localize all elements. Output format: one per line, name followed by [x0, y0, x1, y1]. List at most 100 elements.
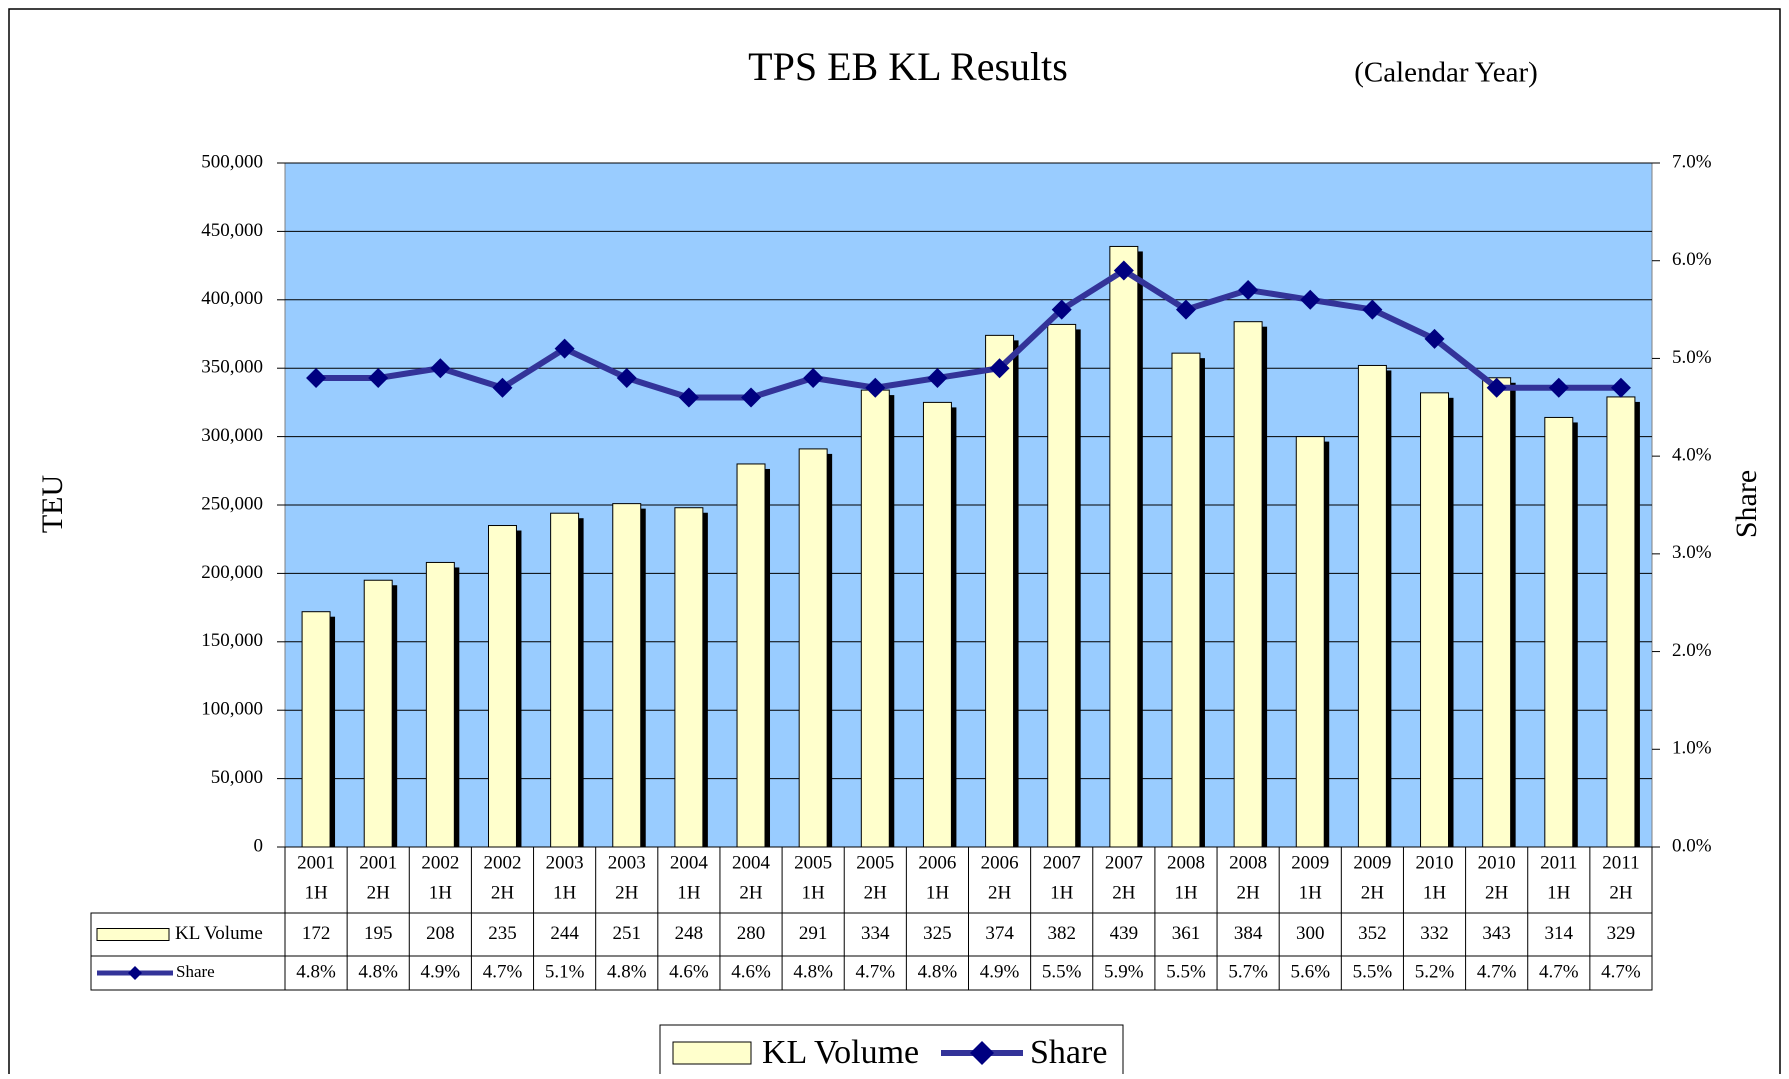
y-tick-label: 0	[254, 835, 264, 856]
table-value: 4.6%	[669, 961, 709, 982]
table-value: 195	[364, 923, 393, 944]
x-tick-label: 2010	[1416, 852, 1454, 873]
table-value: 300	[1296, 923, 1325, 944]
share-marker	[1113, 260, 1134, 281]
x-tick-label: 2002	[421, 852, 459, 873]
bar	[550, 512, 580, 848]
share-marker	[989, 358, 1010, 379]
table-value: 314	[1545, 923, 1574, 944]
table-value: 4.9%	[980, 961, 1020, 982]
y2-tick-label: 1.0%	[1672, 738, 1712, 759]
y2-tick-label: 0.0%	[1672, 835, 1712, 856]
table-value: 291	[799, 923, 828, 944]
table-value: 4.6%	[731, 961, 771, 982]
bar	[487, 525, 517, 848]
bar	[363, 579, 393, 848]
share-marker	[492, 377, 513, 398]
x-tick-label: 2008	[1167, 852, 1205, 873]
x-tick-label: 1H	[1547, 882, 1571, 903]
table-value: 374	[985, 923, 1014, 944]
x-tick-label: 2H	[864, 882, 888, 903]
bar	[1606, 396, 1636, 848]
table-value: 172	[302, 923, 331, 944]
bar	[1171, 352, 1201, 848]
x-tick-label: 1H	[677, 882, 701, 903]
y2-tick-label: 2.0%	[1672, 640, 1712, 661]
table-value: 334	[861, 923, 890, 944]
legend-label: Share	[1030, 1034, 1107, 1071]
bar	[798, 448, 828, 848]
y-tick-label: 500,000	[201, 151, 263, 172]
share-line	[316, 266, 1621, 401]
legend-swatch	[96, 928, 170, 941]
x-tick-label: 2007	[1043, 852, 1081, 873]
table-value: 208	[426, 923, 455, 944]
bar	[425, 561, 455, 848]
x-tick-label: 2011	[1540, 852, 1577, 873]
y-tick-label: 150,000	[201, 630, 263, 651]
x-tick-label: 2H	[988, 882, 1012, 903]
table-value: 352	[1358, 923, 1387, 944]
share-marker	[616, 367, 637, 388]
share-marker	[1424, 328, 1445, 349]
y-tick-label: 450,000	[201, 220, 263, 241]
table-row-label: KL Volume	[175, 923, 263, 944]
share-marker	[306, 367, 327, 388]
share-marker	[554, 338, 575, 359]
x-tick-label: 2009	[1291, 852, 1329, 873]
y-tick-label: 400,000	[201, 288, 263, 309]
x-tick-label: 2001	[359, 852, 397, 873]
y2-tick-label: 4.0%	[1672, 445, 1712, 466]
table-row-label: Share	[176, 962, 215, 981]
x-tick-label: 2003	[546, 852, 584, 873]
table-value: 5.5%	[1166, 961, 1206, 982]
share-marker	[1362, 299, 1383, 320]
bar	[922, 401, 952, 848]
table-value: 4.7%	[1539, 961, 1579, 982]
x-tick-label: 2004	[670, 852, 709, 873]
x-tick-label: 2006	[981, 852, 1019, 873]
table-value: 325	[923, 923, 952, 944]
x-tick-label: 2H	[491, 882, 515, 903]
bar	[1482, 377, 1512, 848]
table-value: 4.8%	[296, 961, 336, 982]
legend-marker	[128, 966, 142, 980]
x-tick-label: 2005	[794, 852, 832, 873]
bar	[1109, 245, 1139, 848]
x-tick-label: 2001	[297, 852, 335, 873]
y-tick-label: 50,000	[211, 767, 263, 788]
table-value: 4.7%	[1477, 961, 1517, 982]
share-marker	[1238, 280, 1259, 301]
share-marker	[1051, 299, 1072, 320]
x-tick-label: 2007	[1105, 852, 1143, 873]
x-tick-label: 2H	[1609, 882, 1633, 903]
share-marker	[803, 367, 824, 388]
table-value: 4.8%	[607, 961, 647, 982]
bar	[860, 389, 890, 848]
y2-tick-label: 5.0%	[1672, 347, 1712, 368]
table-value: 384	[1234, 923, 1263, 944]
share-marker	[741, 387, 762, 408]
table-value: 439	[1110, 923, 1139, 944]
bar	[985, 334, 1015, 848]
share-marker	[430, 358, 451, 379]
x-tick-label: 1H	[1174, 882, 1198, 903]
x-tick-label: 2H	[1485, 882, 1509, 903]
share-marker	[678, 387, 699, 408]
table-value: 4.8%	[793, 961, 833, 982]
x-tick-label: 2004	[732, 852, 771, 873]
bar	[1295, 436, 1325, 848]
x-tick-label: 2011	[1602, 852, 1639, 873]
table-value: 5.9%	[1104, 961, 1144, 982]
y-tick-label: 350,000	[201, 357, 263, 378]
y-tick-label: 100,000	[201, 699, 263, 720]
x-tick-label: 2003	[608, 852, 646, 873]
x-tick-label: 1H	[429, 882, 453, 903]
x-tick-label: 2005	[856, 852, 894, 873]
y2-axis-label: Share	[1730, 470, 1763, 538]
table-value: 382	[1047, 923, 1076, 944]
x-tick-label: 1H	[304, 882, 328, 903]
x-tick-label: 1H	[802, 882, 826, 903]
table-value: 5.2%	[1415, 961, 1455, 982]
